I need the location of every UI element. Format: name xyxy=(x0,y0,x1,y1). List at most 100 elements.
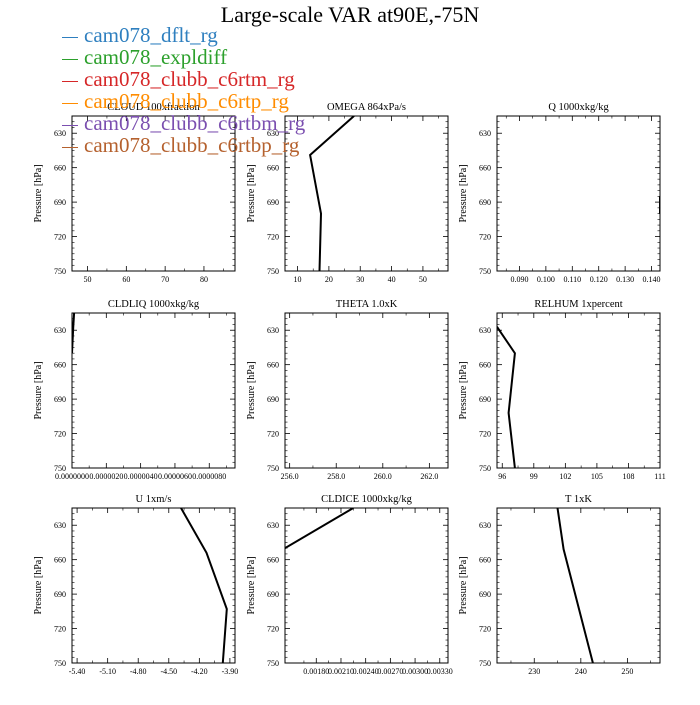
x-tick-label: 105 xyxy=(591,472,603,481)
x-tick-label: 262.0 xyxy=(420,472,438,481)
y-axis-label: Pressure [hPa] xyxy=(458,556,469,614)
y-tick-label: 720 xyxy=(267,233,279,242)
x-tick-label: 0.0000080 xyxy=(192,472,226,481)
y-tick-label: 750 xyxy=(479,267,491,276)
y-tick-label: 660 xyxy=(267,556,279,565)
y-axis-label: Pressure [hPa] xyxy=(246,556,257,614)
x-tick-label: 0.00240 xyxy=(353,667,379,676)
legend-swatch xyxy=(62,146,78,148)
panel-title: CLDLIQ 1000xkg/kg xyxy=(108,299,200,310)
y-tick-label: 720 xyxy=(479,625,491,634)
y-tick-label: 690 xyxy=(267,395,279,404)
x-tick-label: 260.0 xyxy=(374,472,392,481)
y-tick-label: 720 xyxy=(479,233,491,242)
panel-title: RELHUM 1xpercent xyxy=(534,299,622,310)
x-tick-label: 258.0 xyxy=(327,472,345,481)
y-tick-label: 720 xyxy=(479,430,491,439)
y-tick-label: 750 xyxy=(479,659,491,668)
x-tick-label: -4.80 xyxy=(130,667,147,676)
legend-label: cam078_clubb_c6rtp_rg xyxy=(84,89,289,113)
y-tick-label: 690 xyxy=(479,198,491,207)
y-tick-label: 750 xyxy=(267,464,279,473)
y-tick-label: 750 xyxy=(267,659,279,668)
legend-entry: cam078_clubb_c6rtp_rg xyxy=(62,90,305,112)
x-tick-label: 60 xyxy=(122,275,130,284)
legend-label: cam078_dflt_rg xyxy=(84,23,218,47)
y-tick-label: 630 xyxy=(54,521,66,530)
x-tick-label: 40 xyxy=(388,275,396,284)
x-tick-label: 0.090 xyxy=(510,275,528,284)
y-tick-label: 660 xyxy=(54,361,66,370)
y-tick-label: 630 xyxy=(479,326,491,335)
x-tick-label: 102 xyxy=(559,472,571,481)
legend-swatch xyxy=(62,36,78,38)
series-line xyxy=(72,313,76,354)
legend-label: cam078_clubb_c6rtbp_rg xyxy=(84,133,300,157)
y-tick-label: 630 xyxy=(267,129,279,138)
y-axis-label: Pressure [hPa] xyxy=(246,361,257,419)
x-tick-label: 0.0000040 xyxy=(124,472,158,481)
x-tick-label: 50 xyxy=(84,275,92,284)
legend: cam078_dflt_rg cam078_expldiff cam078_cl… xyxy=(62,24,305,156)
series-line xyxy=(285,508,354,550)
y-tick-label: 690 xyxy=(54,198,66,207)
x-tick-label: 70 xyxy=(161,275,169,284)
legend-swatch xyxy=(62,80,78,82)
series-line xyxy=(180,508,228,663)
y-tick-label: 690 xyxy=(479,395,491,404)
x-tick-label: 10 xyxy=(294,275,302,284)
plot-frame xyxy=(71,507,236,664)
y-axis-label: Pressure [hPa] xyxy=(458,361,469,419)
y-tick-label: 720 xyxy=(54,430,66,439)
x-tick-label: -3.90 xyxy=(222,667,239,676)
x-tick-label: 50 xyxy=(419,275,427,284)
x-tick-label: 0.0000020 xyxy=(89,472,123,481)
panel-title: U 1xm/s xyxy=(136,494,172,505)
y-tick-label: 750 xyxy=(267,267,279,276)
x-tick-label: 256.0 xyxy=(281,472,299,481)
x-tick-label: 20 xyxy=(325,275,333,284)
y-tick-label: 630 xyxy=(479,129,491,138)
x-tick-label: -4.20 xyxy=(191,667,208,676)
y-tick-label: 660 xyxy=(267,361,279,370)
x-tick-label: 0.00210 xyxy=(328,667,354,676)
y-tick-label: 630 xyxy=(54,326,66,335)
x-tick-label: 0.0000060 xyxy=(158,472,192,481)
x-tick-label: 0.120 xyxy=(590,275,608,284)
legend-label: cam078_expldiff xyxy=(84,45,228,69)
plot-frame xyxy=(496,115,661,272)
legend-entry: cam078_clubb_c6rtbp_rg xyxy=(62,134,305,156)
panel-title: T 1xK xyxy=(565,494,592,505)
y-axis-label: Pressure [hPa] xyxy=(246,164,257,222)
y-tick-label: 630 xyxy=(54,129,66,138)
x-tick-label: 0.100 xyxy=(537,275,555,284)
y-tick-label: 690 xyxy=(267,590,279,599)
y-tick-label: 630 xyxy=(267,326,279,335)
y-tick-label: 720 xyxy=(267,430,279,439)
panel-title: THETA 1.0xK xyxy=(336,299,398,310)
series-line xyxy=(309,116,355,271)
y-tick-label: 720 xyxy=(267,625,279,634)
x-tick-label: 96 xyxy=(498,472,506,481)
y-tick-label: 660 xyxy=(267,164,279,173)
y-tick-label: 750 xyxy=(54,659,66,668)
y-tick-label: 660 xyxy=(479,164,491,173)
x-tick-label: 240 xyxy=(575,667,587,676)
x-tick-label: 0.110 xyxy=(563,275,581,284)
x-tick-label: 250 xyxy=(621,667,633,676)
y-tick-label: 660 xyxy=(479,556,491,565)
y-axis-label: Pressure [hPa] xyxy=(33,361,44,419)
plot-frame xyxy=(496,312,661,469)
x-tick-label: 108 xyxy=(622,472,634,481)
series-line xyxy=(556,508,594,663)
plot-frame xyxy=(284,115,449,272)
x-tick-label: 99 xyxy=(530,472,538,481)
x-tick-label: -5.40 xyxy=(69,667,86,676)
x-tick-label: 0.130 xyxy=(616,275,634,284)
y-tick-label: 690 xyxy=(267,198,279,207)
panel-title: OMEGA 864xPa/s xyxy=(327,102,406,113)
y-tick-label: 690 xyxy=(479,590,491,599)
y-tick-label: 720 xyxy=(54,233,66,242)
legend-swatch xyxy=(62,58,78,60)
